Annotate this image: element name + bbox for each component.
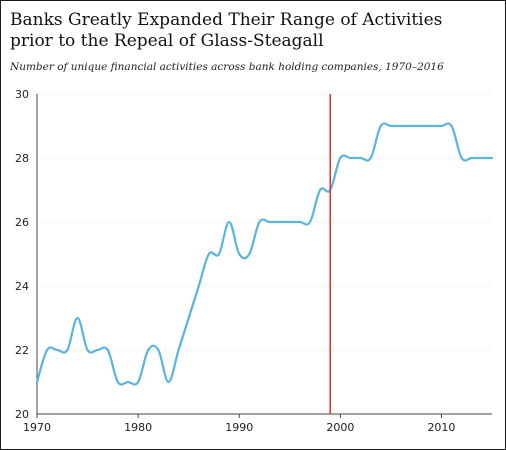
- y-tick-label-26: 26: [15, 216, 29, 229]
- x-tick-label-1980: 1980: [124, 421, 152, 434]
- x-tick-label-2000: 2000: [326, 421, 354, 434]
- y-tick-label-28: 28: [15, 152, 29, 165]
- grid-lines: [37, 93, 492, 415]
- chart-subtitle: Number of unique financial activities ac…: [10, 61, 444, 73]
- series-line-0: [35, 122, 494, 386]
- y-tick-label-20: 20: [15, 408, 29, 421]
- x-tick-label-1970: 1970: [23, 421, 51, 434]
- y-tick-labels: 20 22 24 26 28 30: [15, 88, 29, 421]
- x-tick-labels: 1970 1980 1990 2000 2010: [23, 421, 455, 434]
- x-tick-label-2010: 2010: [427, 421, 455, 434]
- series-group: [35, 122, 494, 386]
- y-tick-label-24: 24: [15, 280, 29, 293]
- chart-title: Banks Greatly Expanded Their Range of Ac…: [10, 10, 443, 51]
- x-tick-label-1990: 1990: [225, 421, 253, 434]
- axes: [36, 94, 492, 418]
- y-tick-label-30: 30: [15, 88, 29, 101]
- y-tick-label-22: 22: [15, 344, 29, 357]
